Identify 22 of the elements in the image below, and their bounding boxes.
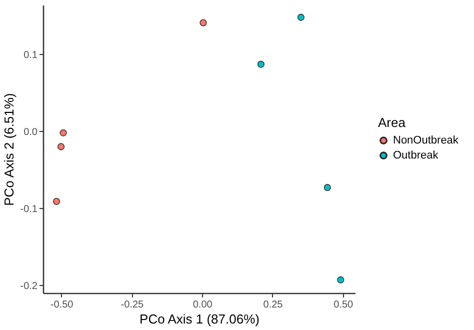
x-tick-label: 0.00 <box>192 300 213 310</box>
point <box>297 14 304 21</box>
point <box>257 60 264 68</box>
point <box>53 198 60 205</box>
point <box>200 19 207 26</box>
x-tick-label: 0.50 <box>334 300 354 310</box>
y-tick-label: -0.2 <box>20 280 38 292</box>
x-tick-label: 0.25 <box>263 300 284 310</box>
y-tick-label: 0.0 <box>24 126 38 138</box>
y-tick-label: 0.1 <box>24 50 38 61</box>
x-tick-label: -0.25 <box>120 300 144 310</box>
y-tick-label: -0.1 <box>20 204 38 215</box>
point <box>58 143 65 150</box>
legend-label: Outbreak <box>393 150 439 162</box>
point <box>60 129 67 136</box>
y-axis-title: PCo Axis 2 (6.51%) <box>1 93 16 206</box>
point <box>324 184 331 192</box>
legend-label: NonOutbreak <box>393 134 459 146</box>
point <box>337 276 344 284</box>
x-axis-title: PCo Axis 1 (87.06%) <box>140 312 260 326</box>
x-tick-label: -0.50 <box>50 300 74 310</box>
legend-title: Area <box>378 115 406 130</box>
